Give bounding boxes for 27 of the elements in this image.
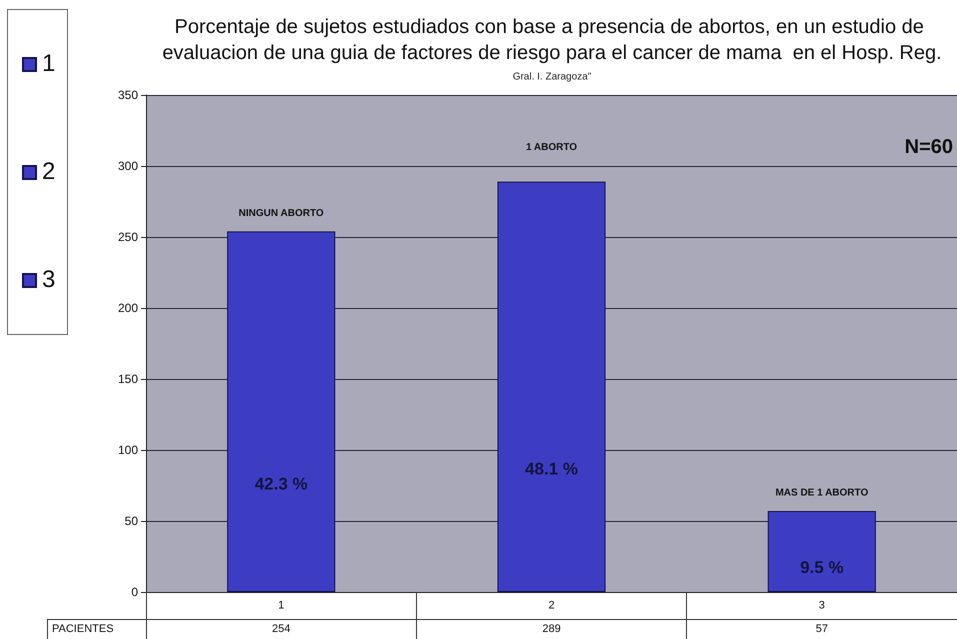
y-tick-label: 350	[118, 88, 138, 102]
data-label: 57	[816, 623, 828, 635]
annotation: NINGUN ABORTO	[238, 208, 324, 219]
y-tick-label: 150	[118, 372, 138, 386]
x-tick-label: 2	[548, 600, 555, 612]
category-label: 1	[42, 50, 56, 77]
annotation: 1 ABORTO	[526, 142, 578, 154]
annotation: 42.3 %	[254, 474, 308, 494]
category-label: 3	[42, 266, 56, 293]
y-tick-label: 300	[118, 159, 138, 173]
annotation: 48.1 %	[525, 459, 578, 478]
y-tick-label: 250	[118, 230, 138, 244]
y-tick-label: 200	[118, 301, 138, 315]
x-tick-label: 3	[818, 600, 825, 612]
chart-title: Porcentaje de sujetos estudiados con base a presencia de abortos, en un estudio de evaluacion de una guia de factores de riesgo para el cancer de mama en el Hosp. Reg.	[162, 16, 942, 64]
data-label: 289	[542, 623, 561, 635]
category-label: 2	[42, 158, 56, 185]
text: PACIENTES	[52, 623, 114, 635]
y-tick-label: 100	[118, 443, 138, 457]
data-label: 254	[272, 623, 290, 635]
annotation: 9.5 %	[800, 558, 844, 578]
annotation: MAS DE 1 ABORTO	[775, 488, 868, 499]
annotation: N=60	[904, 136, 953, 158]
y-tick-label: 50	[124, 514, 138, 528]
y-tick-label: 0	[131, 585, 138, 599]
x-tick-label: 1	[278, 600, 284, 612]
chart-subtitle: Gral. I. Zaragoza"	[512, 72, 592, 82]
